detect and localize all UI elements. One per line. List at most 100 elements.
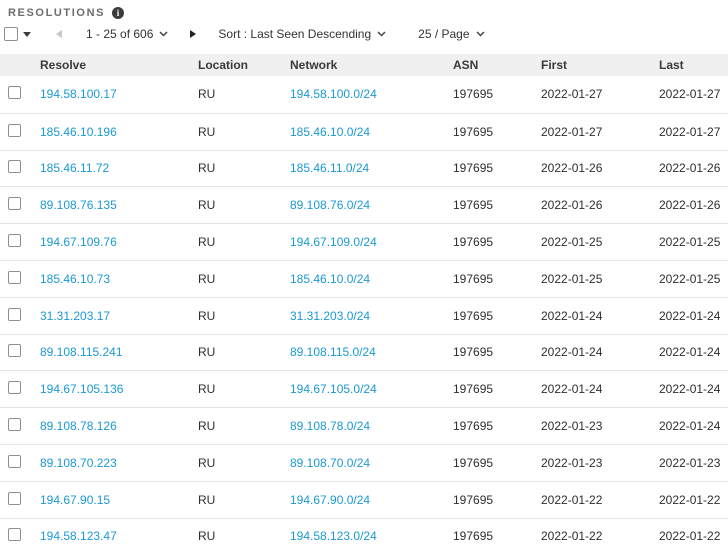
first-cell: 2022-01-25 (541, 271, 603, 286)
network-link[interactable]: 89.108.78.0/24 (290, 419, 371, 434)
resolutions-table: Resolve Location Network ASN First Last … (0, 54, 728, 548)
table-row: 194.67.90.15 RU 194.67.90.0/24 197695 20… (0, 480, 728, 518)
sort-label: Sort : Last Seen Descending (218, 27, 372, 41)
network-link[interactable]: 194.58.123.0/24 (290, 529, 377, 544)
page-size-dropdown[interactable]: 25 / Page (418, 27, 485, 41)
row-checkbox[interactable] (8, 307, 21, 321)
row-checkbox[interactable] (8, 344, 21, 358)
row-checkbox-cell (0, 528, 40, 544)
table-row: 185.46.10.196 RU 185.46.10.0/24 197695 2… (0, 112, 728, 150)
first-cell: 2022-01-22 (541, 529, 603, 544)
sort-dropdown[interactable]: Sort : Last Seen Descending (218, 27, 386, 41)
last-cell: 2022-01-24 (659, 308, 721, 323)
resolve-link[interactable]: 194.67.90.15 (40, 492, 111, 507)
prev-page-icon[interactable] (56, 30, 62, 38)
last-cell: 2022-01-24 (659, 419, 721, 434)
asn-cell: 197695 (453, 198, 494, 213)
row-checkbox[interactable] (8, 160, 21, 174)
resolve-link[interactable]: 185.46.10.73 (40, 271, 111, 286)
first-cell: 2022-01-24 (541, 308, 603, 323)
last-cell: 2022-01-23 (659, 455, 721, 470)
row-checkbox[interactable] (8, 491, 21, 505)
table-row: 194.58.100.17 RU 194.58.100.0/24 197695 … (0, 76, 728, 113)
asn-cell: 197695 (453, 124, 494, 139)
column-header-network[interactable]: Network (290, 58, 338, 72)
chevron-down-icon (377, 31, 386, 37)
table-header-row: Resolve Location Network ASN First Last (0, 54, 728, 76)
row-checkbox-cell (0, 86, 40, 102)
last-cell: 2022-01-22 (659, 529, 721, 544)
row-checkbox-cell (0, 234, 40, 250)
row-checkbox-cell (0, 160, 40, 176)
column-header-asn[interactable]: ASN (453, 58, 479, 72)
resolve-link[interactable]: 185.46.11.72 (40, 161, 110, 176)
chevron-down-icon (476, 31, 485, 37)
network-link[interactable]: 89.108.115.0/24 (290, 345, 376, 360)
network-link[interactable]: 194.67.90.0/24 (290, 492, 371, 507)
location-cell: RU (198, 419, 216, 434)
row-checkbox-cell (0, 307, 40, 324)
column-header-first[interactable]: First (541, 58, 568, 72)
network-link[interactable]: 194.67.109.0/24 (290, 235, 377, 250)
network-link[interactable]: 89.108.76.0/24 (290, 198, 371, 213)
network-link[interactable]: 185.46.10.0/24 (290, 124, 371, 139)
location-cell: RU (198, 87, 216, 102)
resolve-link[interactable]: 194.58.123.47 (40, 529, 117, 544)
row-checkbox[interactable] (8, 234, 21, 248)
network-link[interactable]: 185.46.10.0/24 (290, 271, 371, 286)
asn-cell: 197695 (453, 455, 494, 470)
resolve-link[interactable]: 194.58.100.17 (40, 87, 117, 102)
network-link[interactable]: 31.31.203.0/24 (290, 308, 371, 323)
table-body: 194.58.100.17 RU 194.58.100.0/24 197695 … (0, 76, 728, 548)
location-cell: RU (198, 161, 216, 176)
last-cell: 2022-01-27 (659, 124, 721, 139)
row-checkbox[interactable] (8, 528, 21, 542)
chevron-down-icon (159, 31, 168, 37)
row-checkbox[interactable] (8, 454, 21, 468)
row-checkbox-cell (0, 418, 40, 434)
select-all-checkbox[interactable] (4, 27, 18, 41)
table-row: 31.31.203.17 RU 31.31.203.0/24 197695 20… (0, 296, 728, 334)
first-cell: 2022-01-26 (541, 161, 603, 176)
network-link[interactable]: 194.67.105.0/24 (290, 382, 377, 397)
row-checkbox-cell (0, 197, 40, 213)
network-link[interactable]: 185.46.11.0/24 (290, 161, 370, 176)
column-header-last[interactable]: Last (659, 58, 684, 72)
row-checkbox[interactable] (8, 86, 21, 100)
next-page-icon[interactable] (190, 30, 197, 38)
resolve-link[interactable]: 89.108.115.241 (40, 345, 123, 360)
row-checkbox[interactable] (8, 381, 21, 395)
row-checkbox[interactable] (8, 270, 21, 284)
resolve-link[interactable]: 89.108.70.223 (40, 455, 117, 470)
asn-cell: 197695 (453, 382, 494, 397)
row-checkbox[interactable] (8, 418, 21, 432)
pagination-dropdown[interactable]: 1 - 25 of 606 (86, 27, 168, 41)
row-checkbox[interactable] (8, 123, 21, 137)
select-all-caret-icon[interactable] (23, 31, 31, 37)
resolve-link[interactable]: 31.31.203.17 (40, 308, 111, 323)
first-cell: 2022-01-27 (541, 124, 603, 139)
row-checkbox-cell (0, 344, 40, 360)
page-size-label: 25 / Page (418, 27, 470, 41)
column-header-location[interactable]: Location (198, 58, 248, 72)
last-cell: 2022-01-25 (659, 235, 721, 250)
first-cell: 2022-01-23 (541, 419, 603, 434)
row-checkbox-cell (0, 270, 40, 287)
table-row: 194.67.109.76 RU 194.67.109.0/24 197695 … (0, 223, 728, 260)
network-link[interactable]: 89.108.70.0/24 (290, 455, 371, 470)
table-row: 185.46.10.73 RU 185.46.10.0/24 197695 20… (0, 259, 728, 297)
resolve-link[interactable]: 194.67.105.136 (40, 382, 124, 397)
column-header-resolve[interactable]: Resolve (40, 58, 87, 72)
asn-cell: 197695 (453, 87, 494, 102)
last-cell: 2022-01-25 (659, 271, 721, 286)
row-checkbox[interactable] (8, 197, 21, 211)
resolve-link[interactable]: 89.108.78.126 (40, 419, 117, 434)
asn-cell: 197695 (453, 345, 494, 360)
resolve-link[interactable]: 185.46.10.196 (40, 124, 117, 139)
asn-cell: 197695 (453, 308, 494, 323)
resolve-link[interactable]: 194.67.109.76 (40, 235, 117, 250)
resolve-link[interactable]: 89.108.76.135 (40, 198, 117, 213)
info-icon[interactable]: i (112, 6, 125, 19)
network-link[interactable]: 194.58.100.0/24 (290, 87, 377, 102)
location-cell: RU (198, 492, 216, 507)
